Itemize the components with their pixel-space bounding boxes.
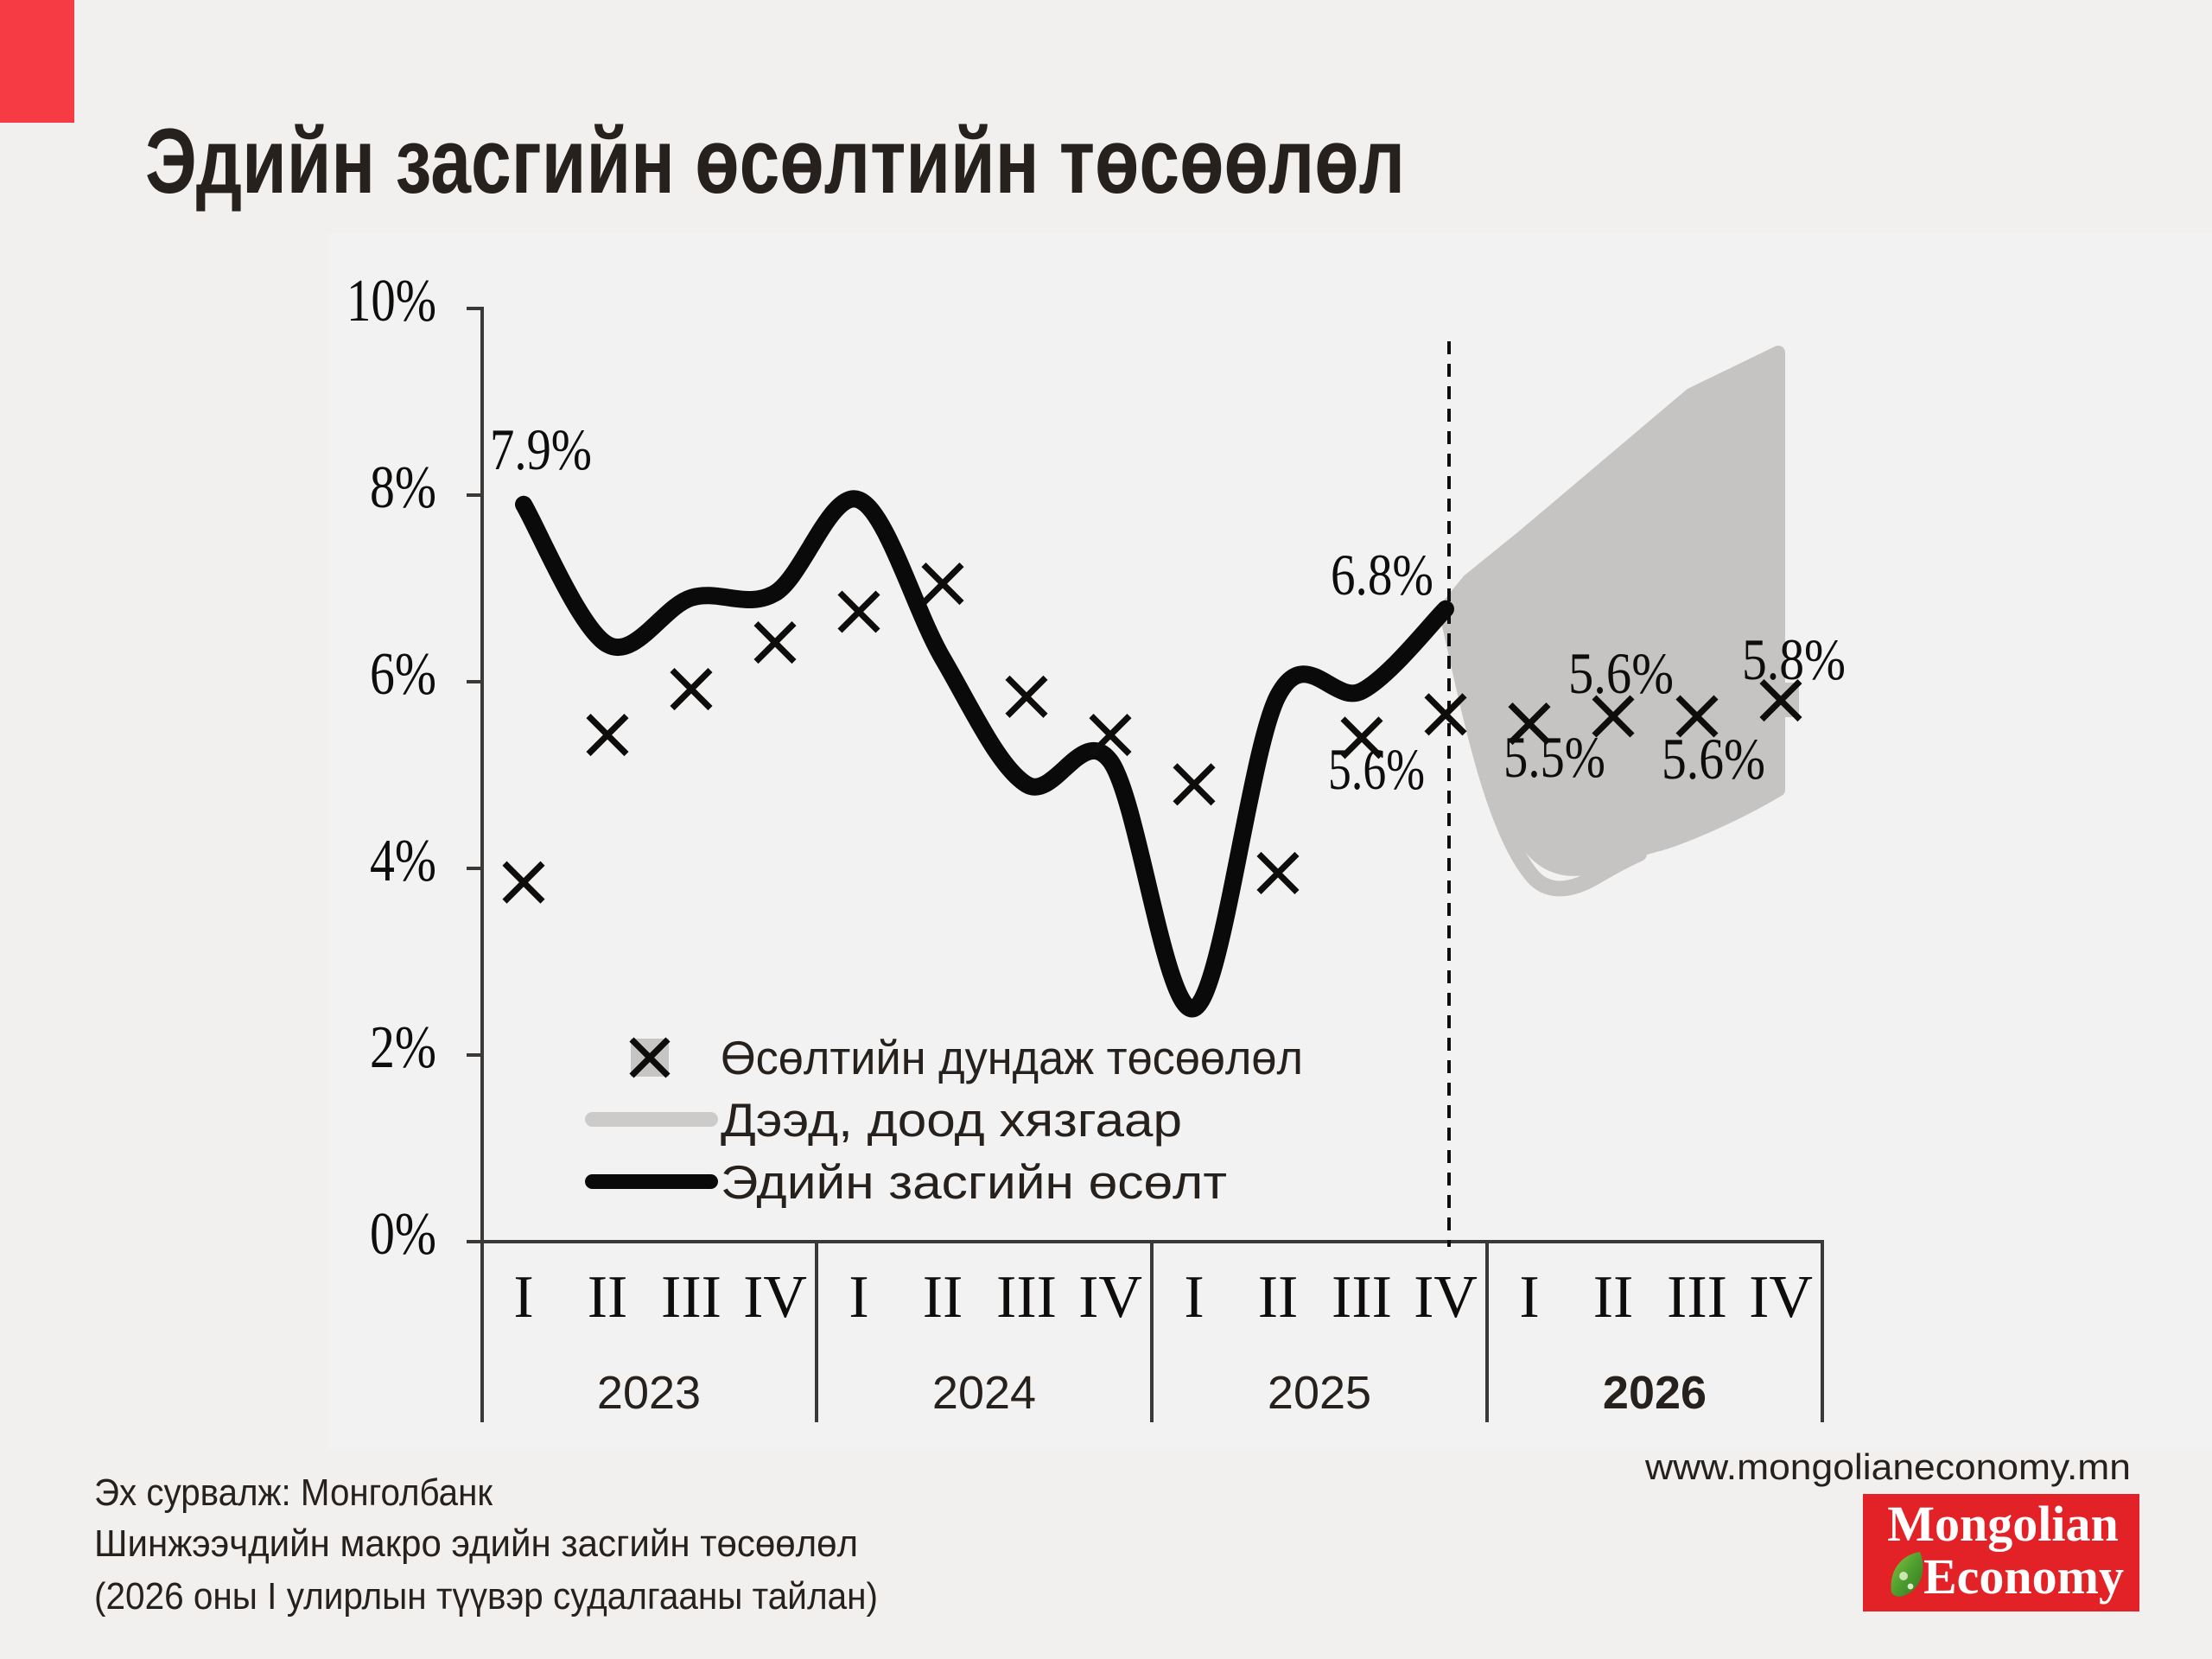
svg-text:Дээд, доод хязгаар: Дээд, доод хязгаар bbox=[721, 1093, 1182, 1147]
svg-text:Эдийн засгийн өсөлтийн төсөөлө: Эдийн засгийн өсөлтийн төсөөлөл bbox=[145, 109, 1405, 213]
svg-text:II: II bbox=[1258, 1264, 1299, 1331]
svg-text:5.5%: 5.5% bbox=[1503, 724, 1605, 790]
svg-text:www.mongolianeconomy.mn: www.mongolianeconomy.mn bbox=[1644, 1446, 2131, 1487]
svg-text:2024: 2024 bbox=[932, 1367, 1036, 1419]
svg-text:0%: 0% bbox=[370, 1201, 436, 1268]
svg-text:I: I bbox=[849, 1264, 868, 1331]
svg-text:IV: IV bbox=[743, 1264, 807, 1331]
svg-text:IV: IV bbox=[1078, 1264, 1142, 1331]
svg-text:Economy: Economy bbox=[1923, 1548, 2124, 1605]
svg-text:III: III bbox=[1667, 1264, 1727, 1331]
svg-text:8%: 8% bbox=[370, 454, 436, 521]
svg-text:Өсөлтийн дундаж төсөөлөл: Өсөлтийн дундаж төсөөлөл bbox=[721, 1031, 1303, 1084]
svg-text:2026: 2026 bbox=[1603, 1367, 1707, 1419]
svg-text:I: I bbox=[1184, 1264, 1204, 1331]
svg-text:III: III bbox=[661, 1264, 721, 1331]
svg-text:Эдийн засгийн өсөлт: Эдийн засгийн өсөлт bbox=[721, 1155, 1227, 1209]
svg-text:IV: IV bbox=[1749, 1264, 1813, 1331]
svg-text:II: II bbox=[588, 1264, 628, 1331]
svg-text:4%: 4% bbox=[370, 828, 436, 894]
svg-text:Шинжээчдийн макро эдийн засгий: Шинжээчдийн макро эдийн засгийн төсөөлөл bbox=[94, 1522, 858, 1565]
svg-text:6%: 6% bbox=[370, 641, 436, 708]
svg-text:5.6%: 5.6% bbox=[1568, 640, 1674, 706]
svg-text:2025: 2025 bbox=[1268, 1367, 1371, 1419]
svg-text:5.6%: 5.6% bbox=[1662, 726, 1765, 791]
svg-text:I: I bbox=[513, 1264, 533, 1331]
svg-text:2023: 2023 bbox=[597, 1367, 701, 1419]
svg-text:II: II bbox=[923, 1264, 963, 1331]
svg-text:10%: 10% bbox=[346, 268, 436, 334]
svg-text:5.6%: 5.6% bbox=[1328, 736, 1425, 802]
svg-text:Эх сурвалж: Монголбанк: Эх сурвалж: Монголбанк bbox=[94, 1471, 493, 1514]
svg-text:IV: IV bbox=[1414, 1264, 1478, 1331]
svg-text:I: I bbox=[1519, 1264, 1539, 1331]
svg-text:II: II bbox=[1593, 1264, 1634, 1331]
svg-text:III: III bbox=[996, 1264, 1057, 1331]
svg-text:(2026 оны I улирлын түүвэр суд: (2026 оны I улирлын түүвэр судалгааны та… bbox=[94, 1575, 878, 1618]
svg-text:7.9%: 7.9% bbox=[490, 416, 592, 482]
svg-text:5.8%: 5.8% bbox=[1742, 626, 1846, 692]
svg-text:Mongolian: Mongolian bbox=[1887, 1496, 2119, 1552]
svg-text:2%: 2% bbox=[370, 1014, 436, 1081]
svg-text:6.8%: 6.8% bbox=[1331, 542, 1433, 607]
svg-text:III: III bbox=[1332, 1264, 1392, 1331]
